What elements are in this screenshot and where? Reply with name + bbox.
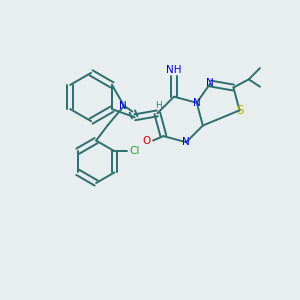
Text: Cl: Cl — [129, 146, 140, 156]
Text: NH: NH — [166, 64, 182, 75]
Text: N: N — [119, 101, 127, 111]
Text: H: H — [155, 100, 162, 109]
Text: N: N — [206, 79, 214, 88]
Text: O: O — [142, 136, 151, 146]
Text: N: N — [182, 137, 190, 147]
Text: N: N — [193, 98, 201, 108]
Text: S: S — [236, 104, 243, 117]
